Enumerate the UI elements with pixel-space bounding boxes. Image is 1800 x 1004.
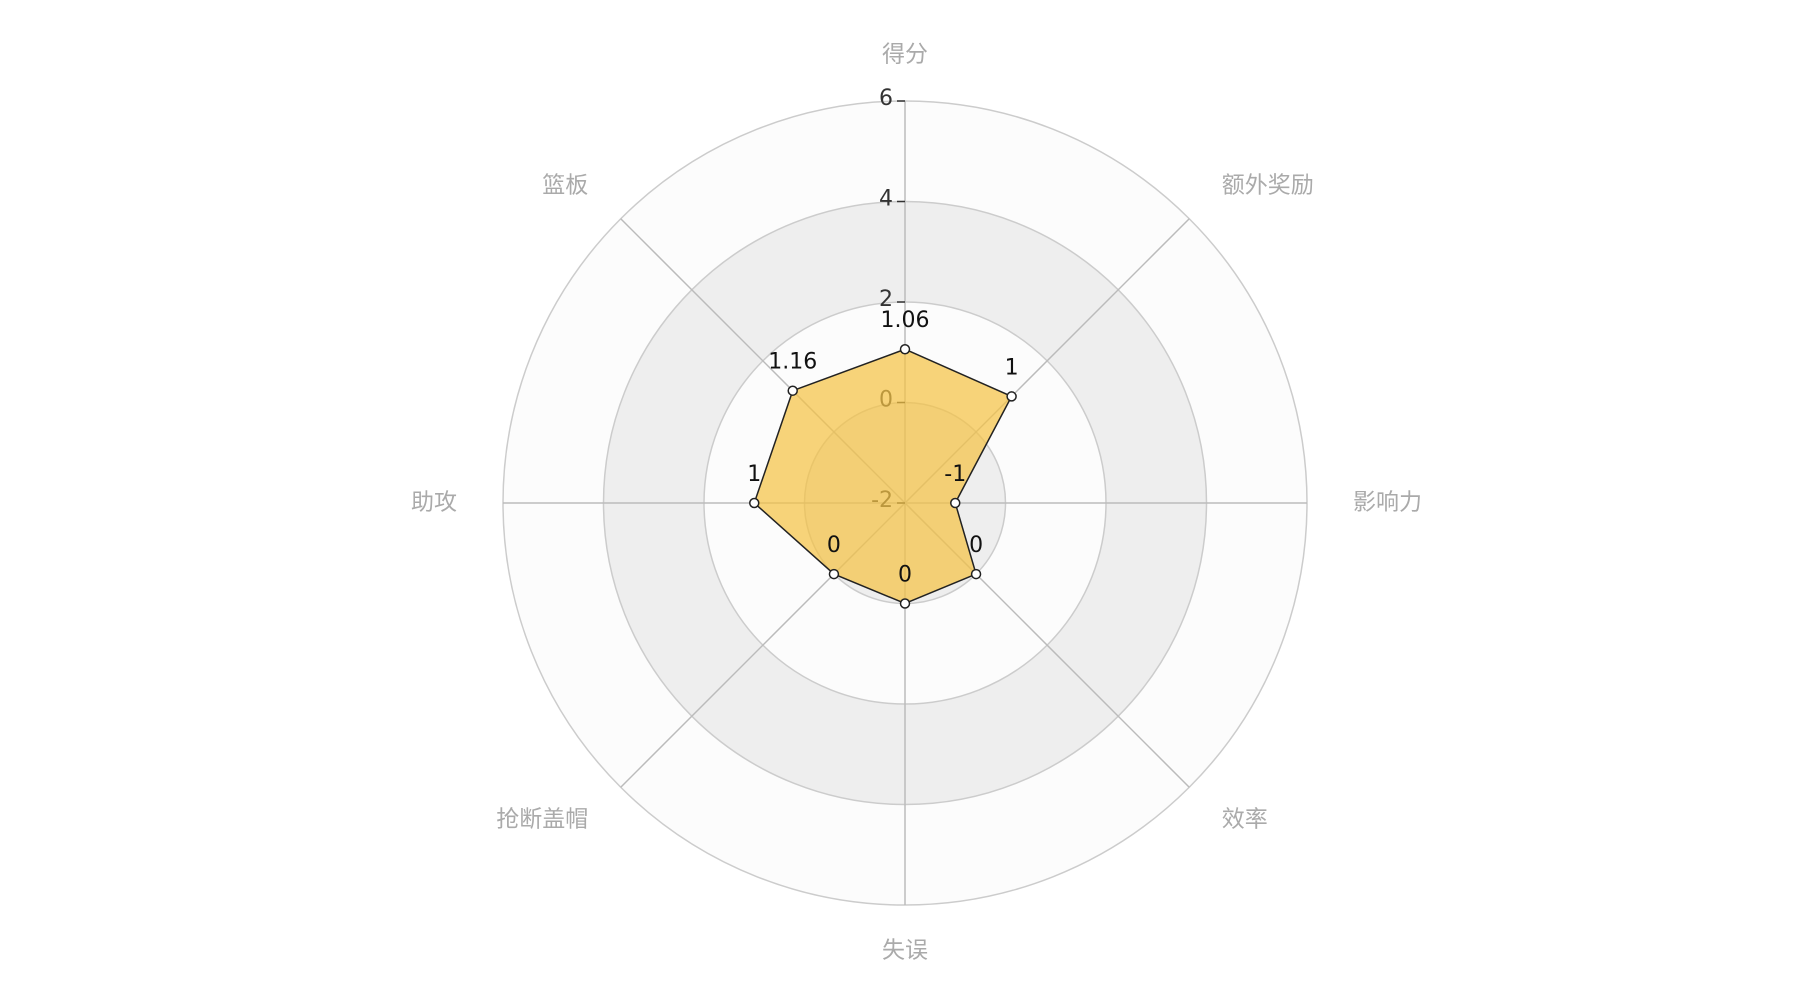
tick-label: 2: [879, 287, 893, 312]
indicator-label: 失误: [882, 938, 928, 964]
value-label: 1: [747, 462, 761, 487]
data-point: [899, 598, 911, 609]
indicator-label: 助攻: [411, 490, 457, 516]
indicator-label: 影响力: [1353, 490, 1422, 516]
value-label: -1: [944, 462, 966, 487]
value-label: 1: [1005, 355, 1019, 380]
data-point: [1006, 391, 1017, 402]
indicator-label: 效率: [1222, 806, 1268, 832]
data-point: [749, 497, 760, 509]
indicator-label: 篮板: [542, 173, 588, 199]
data-point: [970, 568, 982, 580]
indicator-label: 抢断盖帽: [496, 806, 588, 832]
value-label: 1.06: [881, 308, 930, 333]
value-label: 1.16: [768, 350, 817, 375]
data-point: [787, 385, 798, 396]
value-label: 0: [898, 563, 912, 588]
value-label: 0: [969, 533, 983, 558]
data-point: [828, 568, 840, 580]
value-label: 0: [827, 533, 841, 558]
data-point: [899, 343, 911, 355]
tick-label: 4: [879, 187, 893, 212]
tick-label: 6: [879, 86, 893, 111]
data-point: [950, 497, 961, 509]
indicator-label: 得分: [882, 42, 928, 68]
indicator-label: 额外奖励: [1222, 173, 1314, 199]
